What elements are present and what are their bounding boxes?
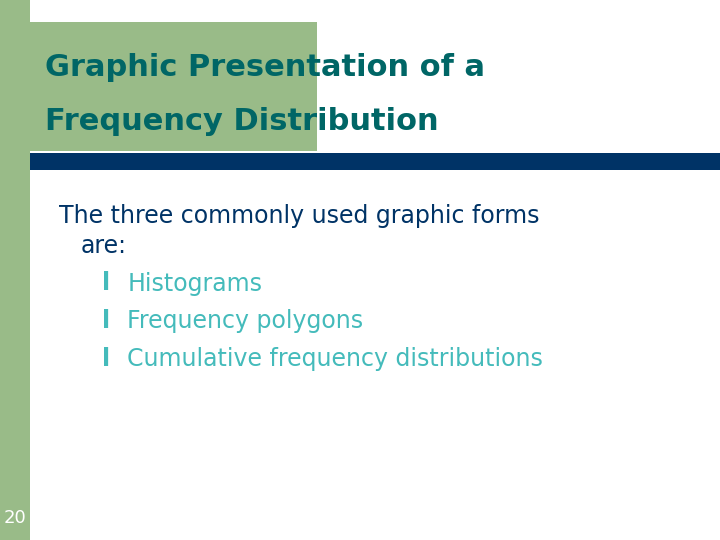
Text: Graphic Presentation of a: Graphic Presentation of a — [45, 53, 485, 82]
Text: Histograms: Histograms — [127, 272, 262, 295]
Text: l: l — [102, 272, 110, 295]
Text: l: l — [102, 347, 110, 371]
Text: Frequency polygons: Frequency polygons — [127, 309, 364, 333]
Text: Cumulative frequency distributions: Cumulative frequency distributions — [127, 347, 544, 371]
Bar — [0, 0, 30, 540]
Text: l: l — [102, 309, 110, 333]
Text: are:: are: — [81, 234, 127, 258]
Text: Frequency Distribution: Frequency Distribution — [45, 107, 438, 136]
Bar — [30, 153, 720, 170]
Bar — [30, 22, 317, 151]
Text: 20: 20 — [4, 509, 27, 528]
Text: The three commonly used graphic forms: The three commonly used graphic forms — [59, 204, 539, 228]
